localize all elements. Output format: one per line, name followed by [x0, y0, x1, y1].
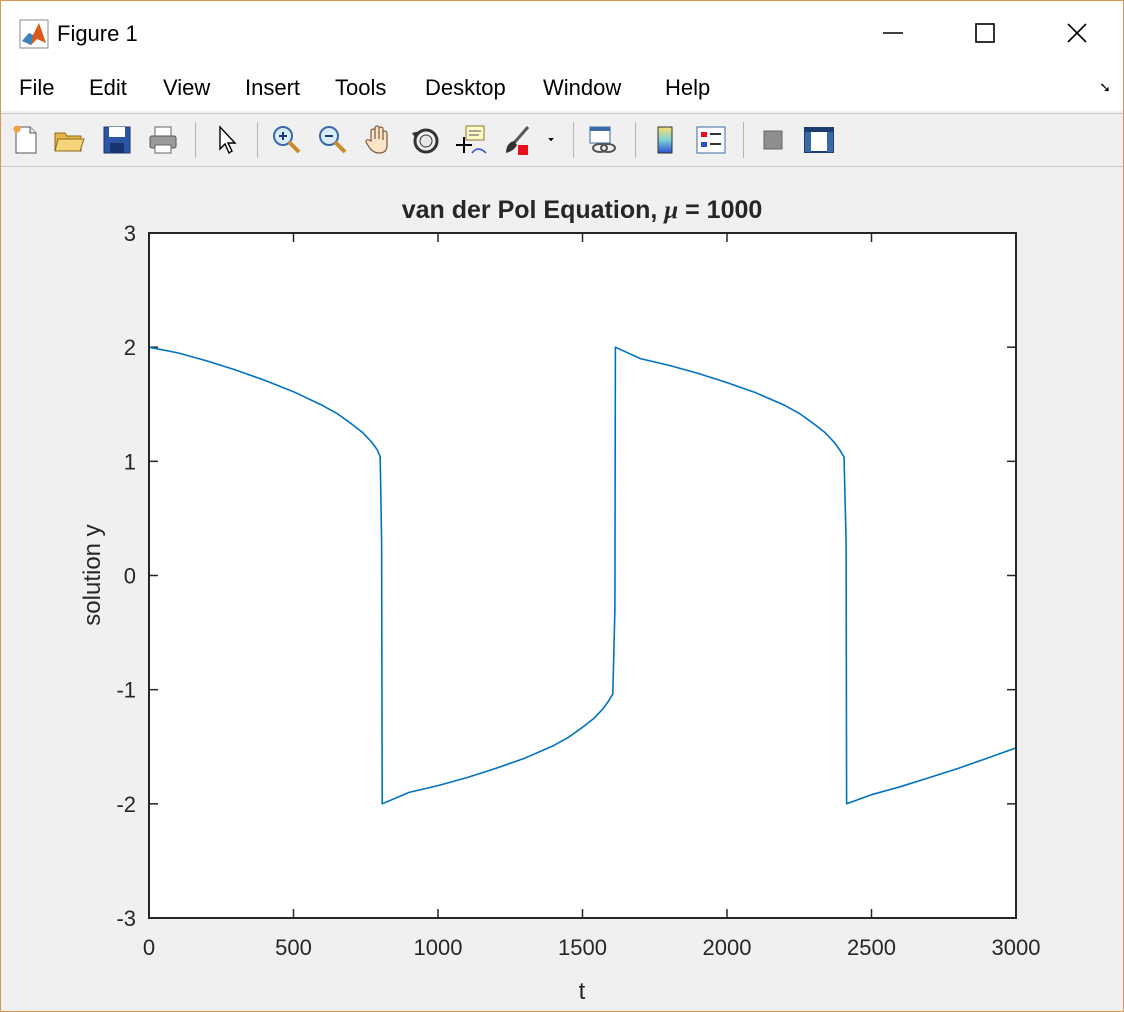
- new-figure-icon: [13, 125, 37, 154]
- rotate-3d-button[interactable]: [407, 122, 443, 158]
- print-button[interactable]: [145, 122, 181, 158]
- edit-plot-button[interactable]: [209, 122, 245, 158]
- x-tick-label: 2500: [847, 935, 896, 960]
- axes-background: [149, 233, 1016, 918]
- toolbar-separator: [743, 122, 744, 158]
- pointer-icon: [219, 125, 237, 155]
- close-button[interactable]: [1031, 1, 1123, 65]
- series-group: [148, 346, 1017, 805]
- zoom-out-button[interactable]: [315, 122, 351, 158]
- menu-window[interactable]: Window: [543, 75, 622, 100]
- chart-title: van der Pol Equation, μ = 1000: [402, 196, 763, 224]
- toolbar-separator: [257, 122, 258, 158]
- zoom-in-icon: [273, 126, 301, 154]
- data-cursor-button[interactable]: [453, 122, 489, 158]
- y-tick-label: -2: [116, 792, 136, 817]
- x-tick-label: 500: [275, 935, 312, 960]
- line-chart: van der Pol Equation, μ = 1000 0 500 1000 1…: [79, 196, 1040, 1005]
- figure-canvas: van der Pol Equation, μ = 1000 0 500 1000 1…: [1, 167, 1123, 1011]
- y-tick-label: 3: [124, 221, 136, 246]
- menu-file[interactable]: File: [19, 75, 55, 100]
- x-tick-label: 2000: [703, 935, 752, 960]
- minimize-button[interactable]: [847, 1, 939, 65]
- colorbar-button[interactable]: [647, 122, 683, 158]
- menu-insert[interactable]: Insert: [245, 75, 301, 100]
- open-file-button[interactable]: [51, 122, 87, 158]
- menu-desktop[interactable]: Desktop: [425, 75, 506, 100]
- brush-icon: [506, 126, 530, 155]
- open-file-icon: [54, 132, 85, 152]
- colorbar-icon: [657, 126, 673, 154]
- rotate-3d-icon: [412, 128, 439, 154]
- minimize-icon: [883, 32, 903, 34]
- y-tick-label: 0: [124, 564, 136, 589]
- zoom-out-icon: [319, 126, 347, 154]
- brush-button[interactable]: [499, 122, 535, 158]
- y-tick-label: -1: [116, 678, 136, 703]
- x-tick-label: 1500: [558, 935, 607, 960]
- chevron-down-icon: [548, 137, 554, 142]
- hide-plot-tools-icon: [763, 130, 783, 150]
- y-tick-label: -3: [116, 906, 136, 931]
- y-axis-label: solution y: [79, 524, 106, 625]
- window-title: Figure 1: [57, 21, 138, 46]
- y-tick-label: 1: [124, 449, 136, 474]
- brush-dropdown-button[interactable]: [539, 122, 563, 158]
- legend-button[interactable]: [693, 122, 729, 158]
- toolbar-separator: [573, 122, 574, 158]
- menu-help[interactable]: Help: [665, 75, 711, 100]
- zoom-in-button[interactable]: [269, 122, 305, 158]
- link-plot-button[interactable]: [585, 122, 621, 158]
- data-cursor-icon: [456, 125, 487, 154]
- new-figure-button[interactable]: [7, 122, 43, 158]
- figure-toolbar: [1, 113, 1123, 167]
- dock-arrow-icon[interactable]: ➘: [1099, 79, 1111, 95]
- show-plot-tools-button[interactable]: [801, 122, 837, 158]
- save-button[interactable]: [99, 122, 135, 158]
- series-line: [148, 346, 1017, 805]
- close-icon: [1067, 23, 1087, 43]
- show-plot-tools-icon: [804, 127, 834, 153]
- maximize-icon: [975, 23, 995, 43]
- legend-icon: [696, 126, 726, 154]
- maximize-button[interactable]: [939, 1, 1031, 65]
- menu-bar: File Edit View Insert Tools Desktop Wind…: [1, 65, 1123, 111]
- x-tick-label: 3000: [992, 935, 1041, 960]
- link-plot-icon: [589, 126, 616, 153]
- x-tick-label: 0: [143, 935, 155, 960]
- menu-tools[interactable]: Tools: [335, 75, 387, 100]
- title-bar: Figure 1: [1, 1, 1123, 65]
- axis-ticks: 0 500 1000 1500 2000 2500 3000 3 2 1 0 -1 -2 -3: [116, 221, 1040, 960]
- pan-button[interactable]: [361, 122, 397, 158]
- x-axis-label: t: [579, 978, 586, 1005]
- matlab-logo-icon: [19, 19, 49, 49]
- pan-icon: [365, 125, 388, 154]
- menu-edit[interactable]: Edit: [89, 75, 127, 100]
- y-tick-label: 2: [124, 335, 136, 360]
- x-tick-label: 1000: [414, 935, 463, 960]
- axes-box: [148, 232, 1017, 919]
- print-icon: [149, 126, 177, 154]
- save-icon: [103, 126, 131, 154]
- hide-plot-tools-button[interactable]: [755, 122, 791, 158]
- toolbar-separator: [195, 122, 196, 158]
- menu-view[interactable]: View: [163, 75, 211, 100]
- toolbar-separator: [635, 122, 636, 158]
